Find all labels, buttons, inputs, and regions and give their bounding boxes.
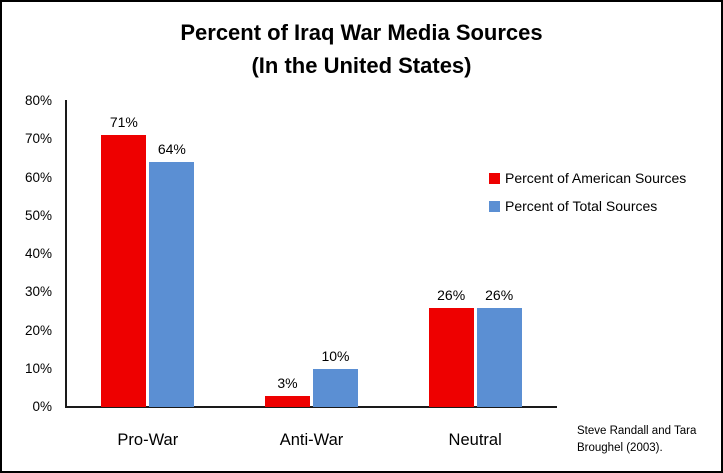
x-axis-category-label-neutral: Neutral [448,431,502,449]
bar-value-label: 64% [157,141,186,158]
source-citation: Steve Randall and Tara Broughel (2003). [577,423,696,457]
bar-anti-war-series1 [313,368,358,407]
bar-value-label: 10% [321,347,350,364]
x-axis-line [65,406,557,408]
bar-pro-war-series1 [149,162,195,407]
bar-anti-war-series0 [265,395,310,407]
y-axis-tick-label: 70% [24,131,52,147]
y-axis-tick-label: 60% [24,169,52,185]
source-citation-line2: Broughel (2003). [577,442,663,454]
legend-item-total-sources: Percent of Total Sources [489,196,657,216]
legend-swatch-blue [489,200,500,212]
legend-label-american-sources: Percent of American Sources [505,170,687,186]
legend-swatch-red [489,172,500,184]
source-citation-line1: Steve Randall and Tara [577,425,697,437]
bar-value-label: 71% [109,114,138,131]
y-axis-tick-label: 20% [24,322,52,338]
x-axis-category-label-anti-war: Anti-War [279,431,344,449]
legend-label-total-sources: Percent of Total Sources [505,198,658,214]
y-axis-tick-label: 50% [24,207,52,223]
legend-item-american-sources: Percent of American Sources [489,168,686,188]
bar-neutral-series0 [428,307,474,407]
y-axis-tick-label: 10% [24,360,52,376]
bar-value-label: 26% [485,286,514,303]
y-axis-tick-label: 30% [24,284,52,300]
bar-value-label: 3% [277,374,298,391]
x-axis-category-label-pro-war: Pro-War [117,431,179,449]
chart-title: Percent of Iraq War Media Sources (In th… [2,16,721,82]
chart-title-line1: Percent of Iraq War Media Sources [180,20,543,45]
bar-pro-war-series0 [101,135,147,407]
y-axis-tick-label: 40% [24,246,52,261]
y-axis-tick-label: 80% [24,93,52,108]
chart-title-line2: (In the United States) [251,53,472,78]
bar-value-label: 26% [437,286,466,303]
y-axis-line [65,100,67,408]
y-axis-tick-label: 0% [32,399,52,414]
bar-neutral-series1 [476,307,522,407]
